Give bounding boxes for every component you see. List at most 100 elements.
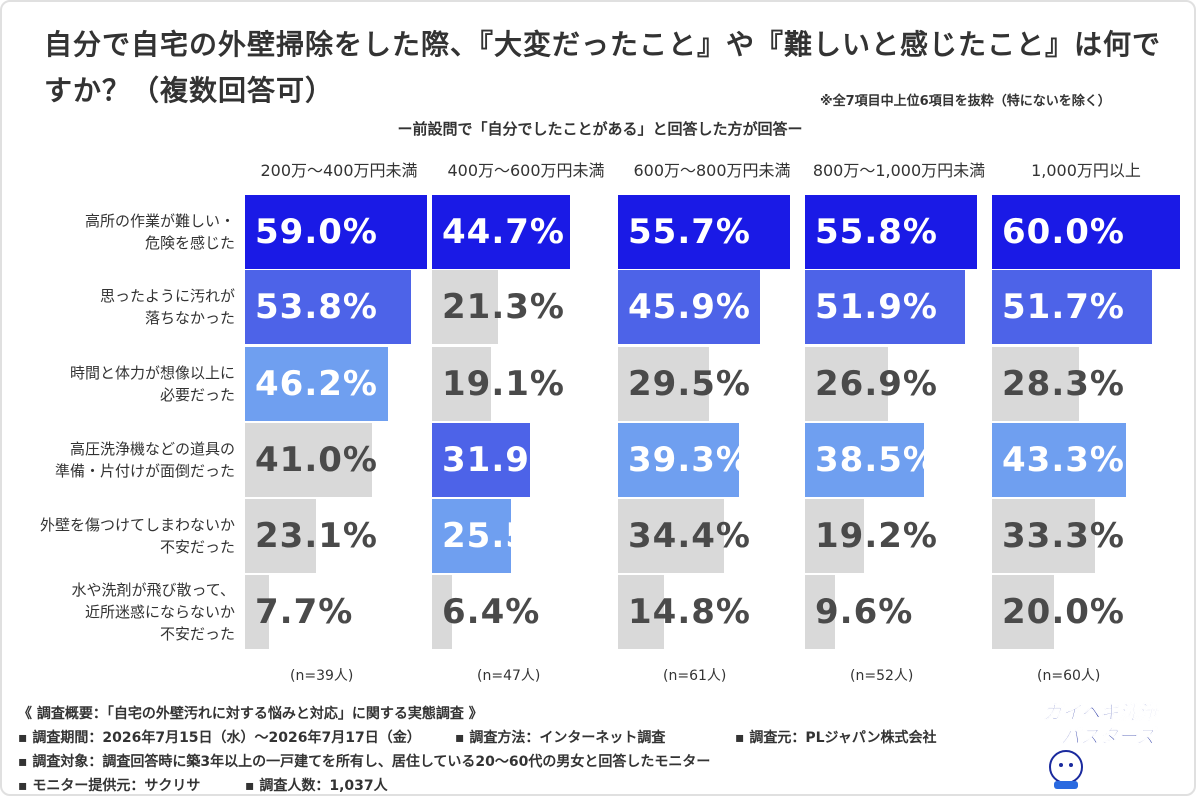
logo-line2: バスターズ bbox=[1061, 726, 1158, 748]
survey-provider: ▪ モニター提供元：サクリサ bbox=[18, 778, 201, 794]
bar bbox=[245, 575, 269, 649]
column-header: 1,000万円以上 bbox=[1031, 161, 1141, 180]
survey-count: ▪ 調査人数：1,037人 bbox=[245, 778, 388, 794]
column-header: 200万〜400万円未満 bbox=[260, 161, 418, 180]
data-label: 60.0% bbox=[1002, 212, 1125, 252]
data-label: 59.0% bbox=[255, 212, 378, 252]
bar bbox=[245, 423, 372, 497]
data-label: 19.1% bbox=[442, 364, 565, 404]
bar bbox=[992, 347, 1080, 421]
bar-cell: 38.5% bbox=[805, 423, 993, 497]
bar bbox=[805, 270, 966, 344]
bar bbox=[432, 270, 498, 344]
bar bbox=[992, 195, 1180, 269]
bar-cell: 46.2% bbox=[245, 347, 433, 421]
bar-cell: 9.6% bbox=[805, 575, 993, 649]
bar bbox=[805, 499, 865, 573]
data-label: 9.6% bbox=[815, 592, 914, 632]
mascot-head-icon bbox=[1049, 750, 1083, 784]
data-label: 51.9% bbox=[815, 287, 938, 327]
bar bbox=[805, 423, 924, 497]
bar-cell: 41.0% bbox=[245, 423, 433, 497]
bar-cell: 26.9% bbox=[805, 347, 993, 421]
category-label: 思ったように汚れが 落ちなかった bbox=[99, 287, 235, 327]
bar-cell: 55.7% bbox=[618, 195, 806, 269]
data-label: 29.5% bbox=[628, 364, 751, 404]
logo-line1: ガイヘキ洗浄 bbox=[1043, 702, 1159, 724]
survey-method: ▪ 調査方法：インターネット調査 bbox=[455, 730, 666, 746]
bar bbox=[618, 347, 710, 421]
column-header: 400万〜600万円未満 bbox=[447, 161, 605, 180]
bar bbox=[618, 575, 664, 649]
data-label: 43.3% bbox=[1002, 440, 1125, 480]
bar bbox=[992, 423, 1126, 497]
data-label: 33.3% bbox=[1002, 516, 1125, 556]
bar-cell: 28.3% bbox=[992, 347, 1180, 421]
data-label: 14.8% bbox=[628, 592, 751, 632]
sample-size-label: (n=52人) bbox=[850, 668, 914, 684]
sample-size-label: (n=47人) bbox=[477, 668, 541, 684]
column-header: 600万〜800万円未満 bbox=[633, 161, 791, 180]
data-label: 26.9% bbox=[815, 364, 938, 404]
bar bbox=[618, 423, 740, 497]
column-header: 800万〜1,000万円未満 bbox=[812, 161, 986, 180]
bar-cell: 59.0% bbox=[245, 195, 433, 269]
data-label: 20.0% bbox=[1002, 592, 1125, 632]
data-label: 51.7% bbox=[1002, 287, 1125, 327]
bar-cell: 19.2% bbox=[805, 499, 993, 573]
bar-cell: 39.3% bbox=[618, 423, 806, 497]
bar bbox=[432, 195, 570, 269]
category-label: 高圧洗浄機などの道具の 準備・片付けが面倒だった bbox=[54, 440, 235, 480]
data-label: 38.5% bbox=[815, 440, 938, 480]
bar-cell: 23.1% bbox=[245, 499, 433, 573]
data-label: 28.3% bbox=[1002, 364, 1125, 404]
chart-note: ※全7項目中上位6項目を抜粋（特にないを除く） bbox=[820, 94, 1111, 109]
category-label: 外壁を傷つけてしまわないか 不安だった bbox=[39, 516, 235, 556]
bar-cell: 44.7% bbox=[432, 195, 620, 269]
bar bbox=[245, 270, 412, 344]
bar bbox=[805, 347, 889, 421]
data-label: 55.7% bbox=[628, 212, 751, 252]
chart-subtitle: ー前設問で「自分でしたことがある」と回答した方が回答ー bbox=[397, 120, 803, 138]
category-label: 時間と体力が想像以上に 必要だった bbox=[69, 364, 235, 404]
bar-cell: 45.9% bbox=[618, 270, 806, 344]
sample-size-label: (n=61人) bbox=[663, 668, 727, 684]
bar-cell: 33.3% bbox=[992, 499, 1180, 573]
sample-size-label: (n=60人) bbox=[1037, 668, 1101, 684]
bar bbox=[805, 195, 978, 269]
chart-title: 自分で自宅の外壁掃除をした際、『大変だったこと』や『難しいと感じたこと』は何です… bbox=[44, 28, 1162, 107]
data-label: 53.8% bbox=[255, 287, 378, 327]
bar bbox=[245, 499, 317, 573]
bar-cell: 6.4% bbox=[432, 575, 620, 649]
bar-cell: 25.5% bbox=[432, 499, 620, 573]
data-label: 31.9% bbox=[442, 440, 565, 480]
brand-logo: ガイヘキ洗浄 バスターズ bbox=[1043, 702, 1159, 789]
bar bbox=[432, 347, 491, 421]
survey-target: ▪ 調査対象：調査回答時に築3年以上の一戸建てを所有し、居住している20〜60代… bbox=[18, 754, 711, 770]
bar bbox=[245, 195, 428, 269]
bar bbox=[245, 347, 388, 421]
data-label: 19.2% bbox=[815, 516, 938, 556]
bar-cell: 21.3% bbox=[432, 270, 620, 344]
survey-source: ▪ 調査元：PLジャパン株式会社 bbox=[735, 730, 937, 746]
bar bbox=[618, 499, 725, 573]
bar-cell: 51.7% bbox=[992, 270, 1180, 344]
bar-cell: 55.8% bbox=[805, 195, 993, 269]
sample-size-label: (n=39人) bbox=[290, 668, 354, 684]
data-label: 41.0% bbox=[255, 440, 378, 480]
data-label: 55.8% bbox=[815, 212, 938, 252]
bar-cell: 14.8% bbox=[618, 575, 806, 649]
bar-cell: 29.5% bbox=[618, 347, 806, 421]
bar bbox=[618, 270, 760, 344]
data-label: 34.4% bbox=[628, 516, 751, 556]
bar-cell: 7.7% bbox=[245, 575, 433, 649]
bar bbox=[432, 499, 511, 573]
data-label: 39.3% bbox=[628, 440, 751, 480]
survey-summary-heading: 《 調査概要：「自宅の外壁汚れに対する悩みと対応」に関する実態調査 》 bbox=[18, 706, 483, 722]
bar-cell: 19.1% bbox=[432, 347, 620, 421]
survey-period: ▪ 調査期間：2026年7月15日（水）〜2026年7月17日（金） bbox=[18, 730, 421, 746]
category-label: 高所の作業が難しい・ 危険を感じた bbox=[84, 212, 235, 252]
bar-cell: 34.4% bbox=[618, 499, 806, 573]
data-label: 25.5% bbox=[442, 516, 565, 556]
